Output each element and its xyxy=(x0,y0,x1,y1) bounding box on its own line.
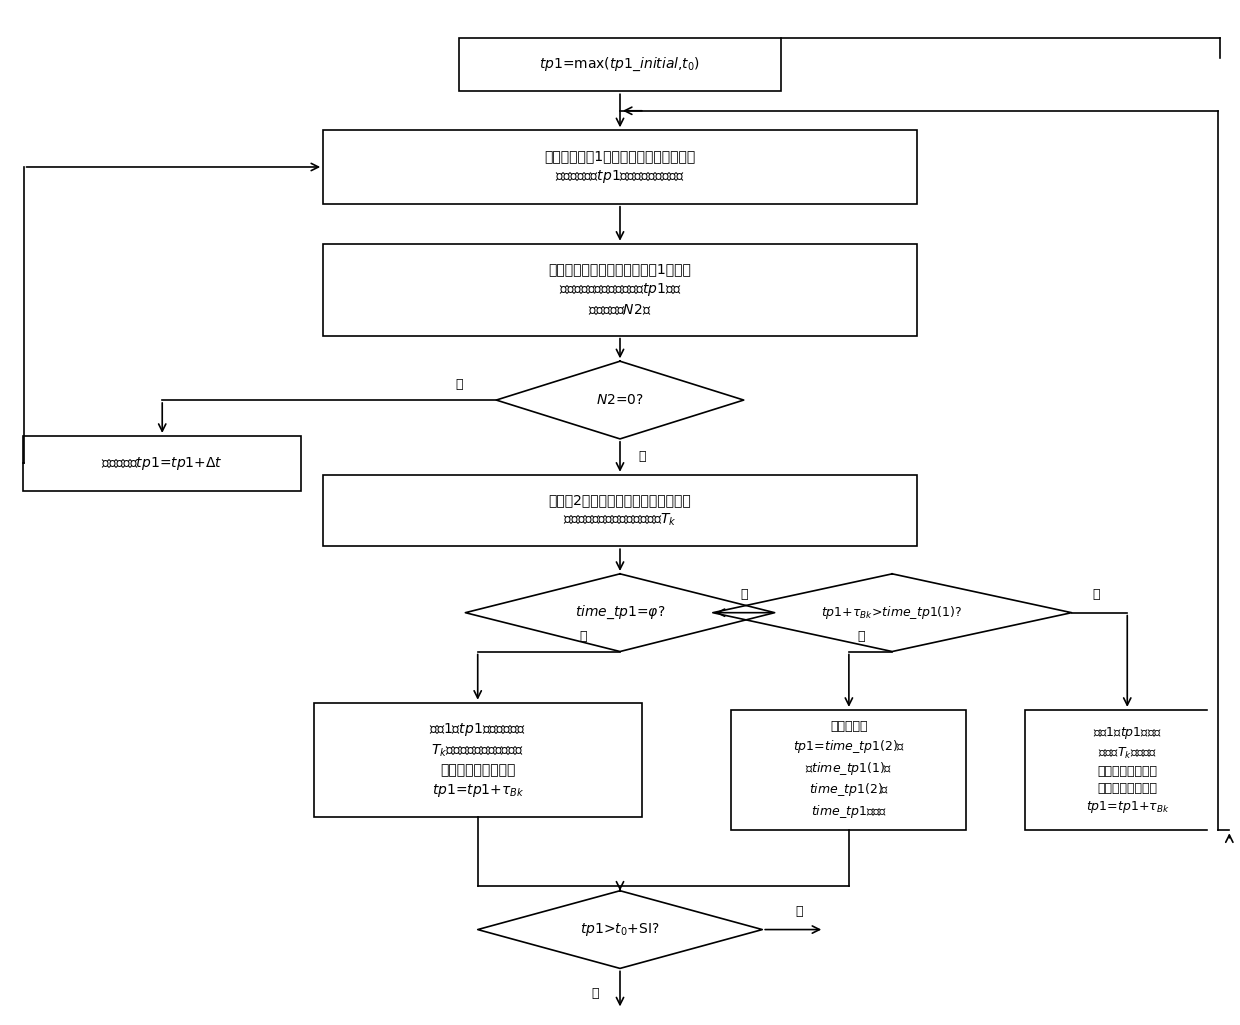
Text: 考察仅由雷达1执行任务的最晚可执行时
刻，将其小于$tp1$的任务从队列中删除: 考察仅由雷达1执行任务的最晚可执行时 刻，将其小于$tp1$的任务从队列中删除 xyxy=(544,149,696,184)
Text: 雷达1在$tp1$时刻执行任务
$T_k$，并将该任务从请求队列
中删除，更新参数：
$tp1$=$tp1$+$\tau_{Bk}$: 雷达1在$tp1$时刻执行任务 $T_k$，并将该任务从请求队列 中删除，更新参… xyxy=(429,721,526,800)
FancyBboxPatch shape xyxy=(459,38,781,91)
FancyBboxPatch shape xyxy=(324,244,916,335)
FancyBboxPatch shape xyxy=(324,475,916,546)
Polygon shape xyxy=(713,574,1071,652)
FancyBboxPatch shape xyxy=(1025,709,1229,830)
Text: 选出请求队列中剩余仅由雷达1执行任
务的最早可执行时刻不大于$tp1$的任
务，假设有$N2$个: 选出请求队列中剩余仅由雷达1执行任 务的最早可执行时刻不大于$tp1$的任 务，… xyxy=(548,262,692,318)
Polygon shape xyxy=(1208,58,1239,851)
Text: 是: 是 xyxy=(455,378,463,392)
Text: 按照（2）式计算上述任务的综合优先
级并选出综合优先级最高的任务$T_k$: 按照（2）式计算上述任务的综合优先 级并选出综合优先级最高的任务$T_k$ xyxy=(548,493,692,528)
FancyBboxPatch shape xyxy=(732,709,966,830)
Text: $time\_tp1$=$\varphi$?: $time\_tp1$=$\varphi$? xyxy=(575,604,665,621)
Text: 否: 否 xyxy=(639,450,646,463)
Polygon shape xyxy=(477,891,763,969)
Text: $tp1$>$t_0$+SI?: $tp1$>$t_0$+SI? xyxy=(580,921,660,938)
Text: $tp1$=max($tp1\_initial$,$t_0$): $tp1$=max($tp1\_initial$,$t_0$) xyxy=(539,56,701,74)
Text: 是: 是 xyxy=(591,987,599,1000)
Polygon shape xyxy=(496,361,744,439)
FancyBboxPatch shape xyxy=(314,702,641,817)
Text: $tp1$+$\tau_{Bk}$>$time\_tp1$(1)?: $tp1$+$\tau_{Bk}$>$time\_tp1$(1)? xyxy=(821,604,963,621)
Text: 雷达1在$tp1$时刻执
行任务$T_k$，并将该
任务从请求队列中
删除，更新参数：
$tp1$=$tp1$+$\tau_{Bk}$: 雷达1在$tp1$时刻执 行任务$T_k$，并将该 任务从请求队列中 删除，更新… xyxy=(1085,725,1169,815)
Text: $N2$=0?: $N2$=0? xyxy=(596,393,644,407)
Text: 更新参数：$tp1$=$tp1$+$\Delta t$: 更新参数：$tp1$=$tp1$+$\Delta t$ xyxy=(102,455,223,472)
Text: 否: 否 xyxy=(1092,587,1100,601)
Text: 是: 是 xyxy=(858,629,866,643)
FancyBboxPatch shape xyxy=(24,436,301,491)
Text: 否: 否 xyxy=(740,587,748,601)
Polygon shape xyxy=(465,574,775,652)
Text: 更新参数：
$tp1$=$time\_tp1$(2)，
将$time\_tp1$(1)和
$time\_tp1$(2)从
$time\_tp1$中删除: 更新参数： $tp1$=$time\_tp1$(2)， 将$time\_tp1$… xyxy=(794,720,905,820)
Text: 否: 否 xyxy=(796,905,804,917)
Text: 是: 是 xyxy=(579,629,587,643)
FancyBboxPatch shape xyxy=(324,130,916,204)
